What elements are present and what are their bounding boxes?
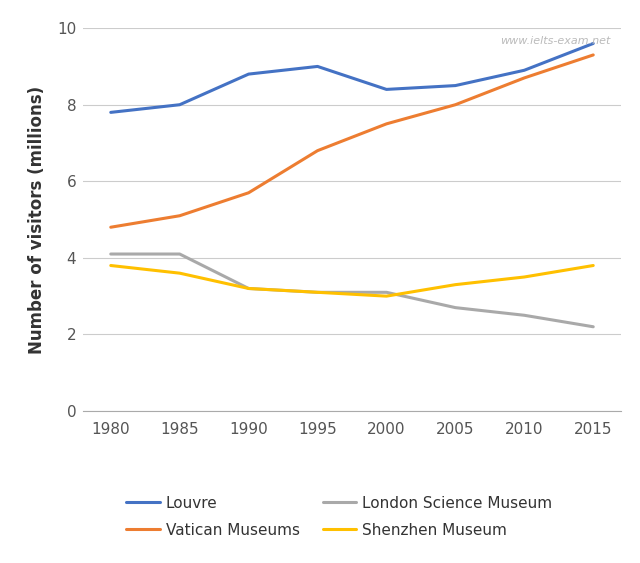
Shenzhen Museum (383, 293, 390, 300)
Vatican Museums (452, 101, 460, 108)
Y-axis label: Number of visitors (millions): Number of visitors (millions) (28, 86, 46, 354)
Louvre (589, 40, 597, 47)
Louvre (176, 101, 184, 108)
Louvre (314, 63, 321, 70)
London Science Museum (107, 251, 115, 257)
Louvre (107, 109, 115, 116)
Line: Louvre: Louvre (111, 43, 593, 113)
Shenzhen Museum (589, 262, 597, 269)
Line: Shenzhen Museum: Shenzhen Museum (111, 266, 593, 296)
London Science Museum (244, 285, 252, 292)
London Science Museum (520, 312, 528, 319)
Vatican Museums (107, 224, 115, 231)
Shenzhen Museum (244, 285, 252, 292)
Vatican Museums (383, 120, 390, 127)
Shenzhen Museum (107, 262, 115, 269)
Louvre (383, 86, 390, 93)
Line: London Science Museum: London Science Museum (111, 254, 593, 327)
Vatican Museums (589, 52, 597, 59)
London Science Museum (314, 289, 321, 296)
Shenzhen Museum (452, 282, 460, 288)
Text: www.ielts-exam.net: www.ielts-exam.net (500, 36, 610, 46)
London Science Museum (589, 323, 597, 330)
Louvre (520, 67, 528, 74)
Shenzhen Museum (520, 274, 528, 280)
London Science Museum (176, 251, 184, 257)
Shenzhen Museum (176, 270, 184, 276)
Vatican Museums (520, 74, 528, 81)
Vatican Museums (244, 189, 252, 196)
London Science Museum (383, 289, 390, 296)
London Science Museum (452, 304, 460, 311)
Shenzhen Museum (314, 289, 321, 296)
Louvre (244, 71, 252, 78)
Vatican Museums (314, 148, 321, 154)
Line: Vatican Museums: Vatican Museums (111, 55, 593, 227)
Legend: Louvre, Vatican Museums, London Science Museum, Shenzhen Museum: Louvre, Vatican Museums, London Science … (120, 490, 559, 544)
Louvre (452, 82, 460, 89)
Vatican Museums (176, 212, 184, 219)
